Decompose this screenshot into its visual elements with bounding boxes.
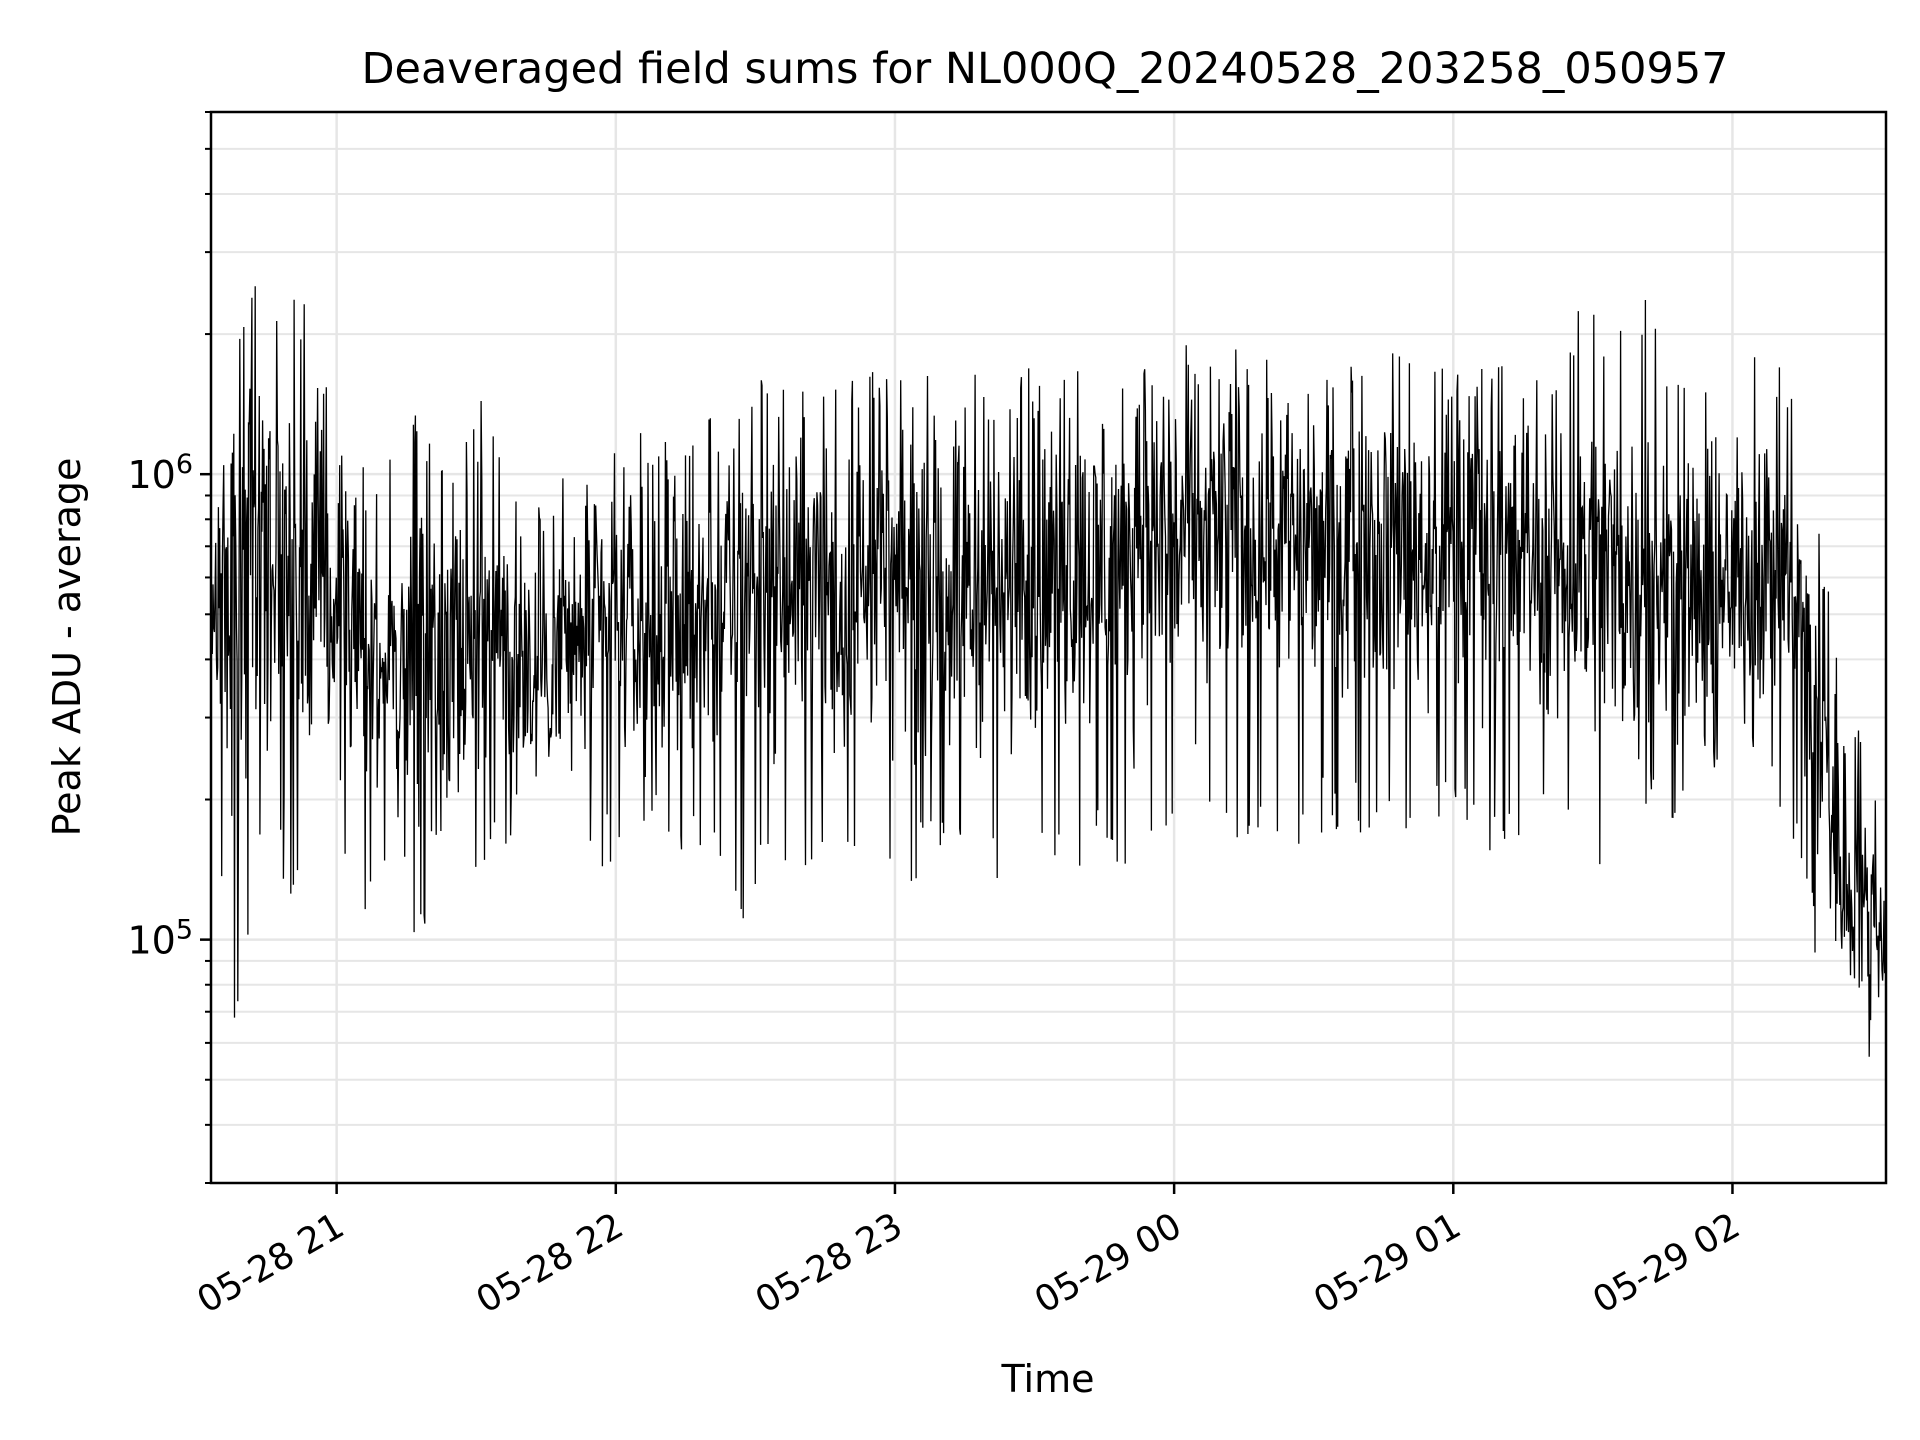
chart-title: Deaveraged field sums for NL000Q_2024052…	[361, 44, 1728, 94]
y-axis-label: Peak ADU - average	[45, 458, 89, 837]
x-tick-label: 05-29 01	[1307, 1205, 1468, 1321]
x-tick-label: 05-28 22	[470, 1205, 631, 1321]
major-gridlines	[211, 112, 1886, 1183]
x-axis: 05-28 21 05-28 22 05-28 23 05-29 00 05-29 01…	[190, 1183, 1747, 1322]
y-tick-label: 105	[127, 914, 193, 963]
x-tick-label: 05-29 00	[1028, 1205, 1189, 1321]
x-tick-label: 05-28 23	[749, 1205, 910, 1321]
x-tick-label: 05-29 02	[1586, 1205, 1747, 1321]
series-line	[210, 286, 1887, 1057]
y-tick-label: 106	[127, 449, 193, 498]
x-tick-label: 05-28 21	[190, 1205, 351, 1321]
plot-area-frame	[209, 110, 1888, 1185]
data-series	[210, 286, 1887, 1057]
x-axis-label: Time	[1001, 1357, 1095, 1401]
y-axis: 105 106	[127, 111, 211, 1184]
